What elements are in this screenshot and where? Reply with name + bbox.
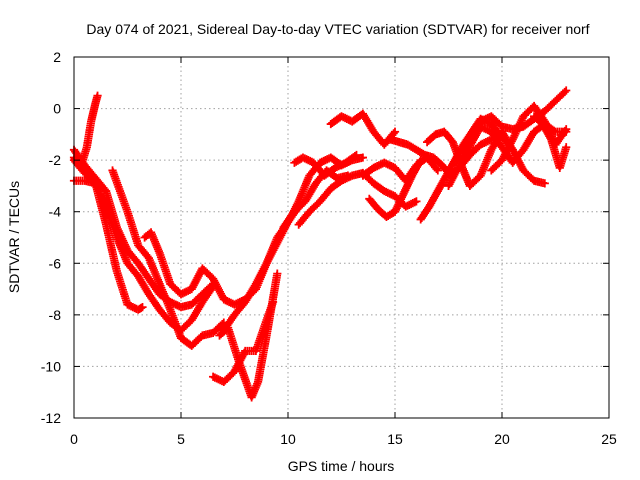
y-tick-label: -10 [41,358,61,374]
data-series [530,112,571,172]
y-tick-label: -8 [49,307,62,323]
axis-ticks [73,56,610,419]
data-point [562,86,571,95]
x-tick-label: 25 [601,431,617,447]
grid-lines [74,57,609,418]
data-point [416,156,425,165]
y-tick-label: -12 [41,410,61,426]
y-tick-label: 2 [53,49,61,65]
data-series [108,166,228,350]
y-tick-label: -2 [49,152,62,168]
plot-frame [73,56,610,419]
x-tick-label: 10 [280,431,296,447]
data-series [365,156,425,221]
data-point [562,143,571,152]
y-tick-label: 0 [53,101,61,117]
data-series [459,119,571,167]
data-point [540,179,549,188]
data-point [273,269,282,278]
y-tick-label: -4 [49,204,62,220]
x-tick-label: 15 [387,431,403,447]
data-point [93,91,102,100]
y-tick-label: -6 [49,255,62,271]
data-point [433,166,442,175]
x-axis-label: GPS time / hours [288,458,395,474]
data-point [352,150,361,160]
chart-title: Day 074 of 2021, Sidereal Day-to-day VTE… [86,21,589,37]
x-tick-label: 5 [177,431,185,447]
y-axis-label: SDTVAR / TECUs [6,181,22,293]
data-point [412,197,421,206]
x-tick-label: 0 [70,431,78,447]
data-point [562,125,571,134]
data-point [390,127,400,136]
x-tick-labels: 0 5 10 15 20 25 [70,431,617,447]
data-point [358,153,367,162]
data-point [138,303,147,312]
data-series [326,109,400,149]
y-tick-labels: -12 -10 -8 -6 -4 -2 0 2 [41,49,61,426]
data-points [69,86,571,402]
data-series [423,127,549,191]
x-tick-label: 20 [494,431,510,447]
